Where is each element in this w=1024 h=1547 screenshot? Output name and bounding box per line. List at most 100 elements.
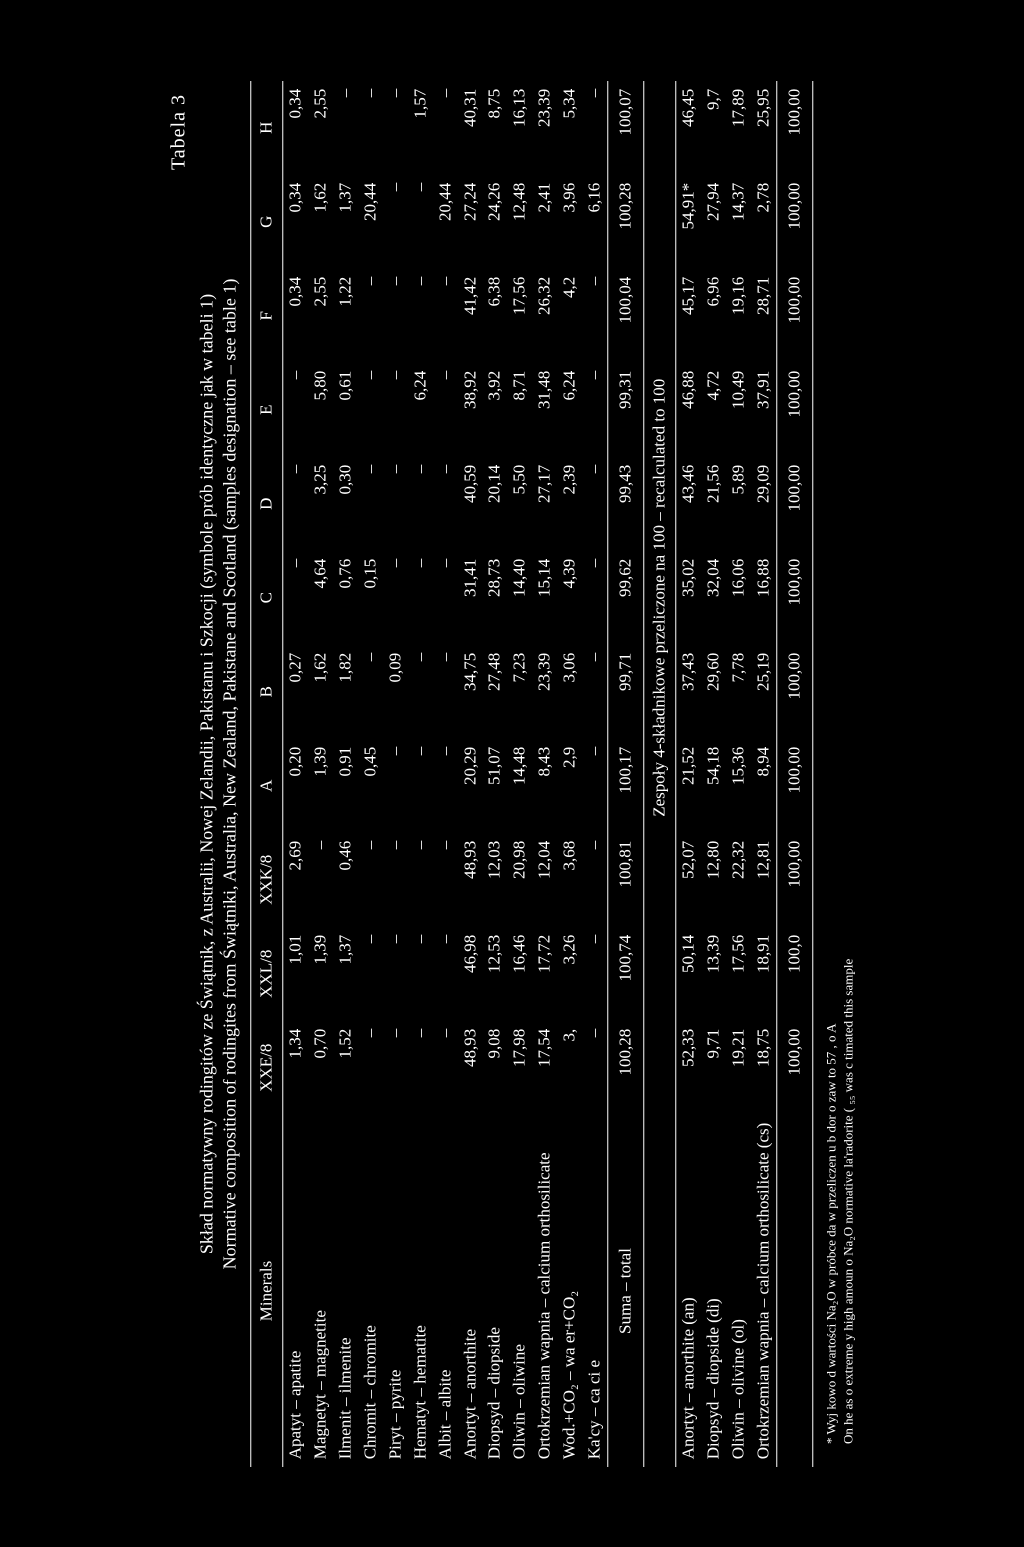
rows_top-row: Albit – albite–––––––––20,44–	[433, 80, 458, 1467]
hdr-col-4: B	[251, 644, 283, 738]
cell: 31,41	[458, 550, 483, 644]
cell: 23,39	[533, 644, 558, 738]
cell: 0,20	[283, 738, 308, 832]
cell: 1,37	[333, 926, 358, 1020]
cell: 25,95	[751, 80, 776, 174]
cell: –	[582, 80, 607, 174]
cell: 29,09	[751, 456, 776, 550]
cell: –	[358, 456, 383, 550]
cell: –	[358, 926, 383, 1020]
mineral-label: Oliwin – olivine (ol)	[726, 1114, 751, 1467]
mineral-label: Chromit – chromite	[358, 1114, 383, 1467]
cell: –	[433, 456, 458, 550]
cell: –	[383, 456, 408, 550]
cell: 37,43	[676, 644, 701, 738]
cell: –	[333, 80, 358, 174]
cell: 40,59	[458, 456, 483, 550]
mineral-label: Ilmenit – ilmenite	[333, 1114, 358, 1467]
cell: –	[383, 362, 408, 456]
cell: 12,03	[483, 832, 508, 926]
cell: 16,88	[751, 550, 776, 644]
cell: 0,70	[308, 1020, 333, 1114]
cell: 14,37	[726, 174, 751, 268]
cell: –	[408, 644, 433, 738]
cell: 21,52	[676, 738, 701, 832]
cell: 3,	[558, 1020, 583, 1114]
cell: 0,27	[283, 644, 308, 738]
cell: 8,71	[508, 362, 533, 456]
cell: –	[383, 268, 408, 362]
cell: 1,62	[308, 644, 333, 738]
cell: 3,06	[558, 644, 583, 738]
cell: 14,40	[508, 550, 533, 644]
cell: 1,62	[308, 174, 333, 268]
cell: 10,49	[726, 362, 751, 456]
cell: 17,56	[726, 926, 751, 1020]
sum-row-2: 100,00 100,0 100,00 100,00 100,00 100,00…	[777, 80, 813, 1467]
cell: 6,24	[408, 362, 433, 456]
cell: 2,55	[308, 80, 333, 174]
cell: 51,07	[483, 738, 508, 832]
cell: 29,60	[701, 644, 726, 738]
rows_top-row: Apatyt – apatite1,341,012,690,200,27–––0…	[283, 80, 308, 1467]
cell: 5,89	[726, 456, 751, 550]
hdr-col-3: A	[251, 738, 283, 832]
cell: 52,33	[676, 1020, 701, 1114]
cell: 20,14	[483, 456, 508, 550]
cell: 3,68	[558, 832, 583, 926]
cell: –	[408, 738, 433, 832]
cell: –	[582, 832, 607, 926]
cell: 1,52	[333, 1020, 358, 1114]
cell: –	[408, 926, 433, 1020]
cell: 0,34	[283, 174, 308, 268]
cell: 48,93	[458, 1020, 483, 1114]
cell: 17,56	[508, 268, 533, 362]
sum-row: Suma – total 100,28 100,74 100,81 100,17…	[608, 80, 644, 1467]
hdr-col-1: XXL/8	[251, 926, 283, 1020]
cell: 38,92	[458, 362, 483, 456]
cell: –	[433, 362, 458, 456]
cell: –	[433, 832, 458, 926]
cell: 0,61	[333, 362, 358, 456]
cell: –	[433, 550, 458, 644]
cell: –	[582, 926, 607, 1020]
cell: –	[582, 268, 607, 362]
cell: 20,44	[358, 174, 383, 268]
cell: 2,69	[283, 832, 308, 926]
cell: –	[358, 268, 383, 362]
cell: 19,21	[726, 1020, 751, 1114]
cell: –	[408, 268, 433, 362]
rows_top-row: Oliwin – oliwine17,9816,4620,9814,487,23…	[508, 80, 533, 1467]
cell: 7,78	[726, 644, 751, 738]
cell: 15,14	[533, 550, 558, 644]
cell: 12,53	[483, 926, 508, 1020]
cell: –	[582, 1020, 607, 1114]
cell: 15,36	[726, 738, 751, 832]
cell: 1,82	[333, 644, 358, 738]
cell: 3,25	[308, 456, 333, 550]
cell: –	[358, 362, 383, 456]
title-pl: Skład normatywny rodingitów ze Świątnik,…	[196, 74, 217, 1474]
cell: 22,32	[726, 832, 751, 926]
cell: 54,18	[701, 738, 726, 832]
cell: 43,46	[676, 456, 701, 550]
cell: 12,81	[751, 832, 776, 926]
cell: 25,19	[751, 644, 776, 738]
cell: 0,30	[333, 456, 358, 550]
cell: 20,44	[433, 174, 458, 268]
mineral-label: Anortyt – anorthite	[458, 1114, 483, 1467]
cell: 0,91	[333, 738, 358, 832]
hdr-col-6: D	[251, 456, 283, 550]
cell: 6,38	[483, 268, 508, 362]
mineral-label: Ortokrzemian wapnia – calcium orthosilic…	[751, 1114, 776, 1467]
cell: 16,46	[508, 926, 533, 1020]
rows_top-row: Wod.+CO₂ – wa er+CO₂3,3,263,682,93,064,3…	[558, 80, 583, 1467]
cell: 3,92	[483, 362, 508, 456]
rows_top-row: Ortokrzemian wapnia – calcium orthosilic…	[533, 80, 558, 1467]
cell: 4,72	[701, 362, 726, 456]
cell: –	[433, 926, 458, 1020]
cell: –	[582, 456, 607, 550]
cell: 21,56	[701, 456, 726, 550]
cell: 1,34	[283, 1020, 308, 1114]
cell: 17,89	[726, 80, 751, 174]
